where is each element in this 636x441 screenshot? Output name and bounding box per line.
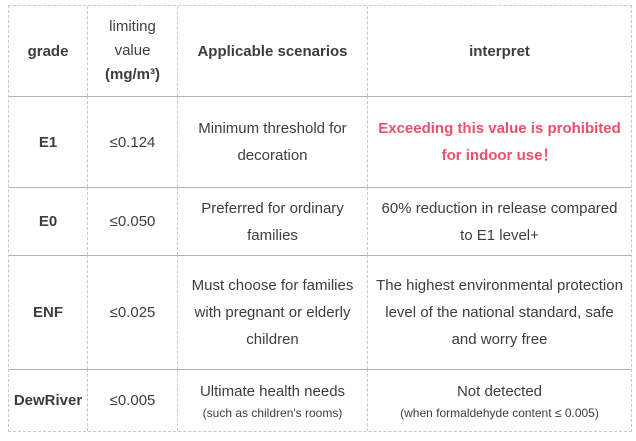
interpret-main-dewriver: Not detected — [456, 382, 543, 400]
header-grade-label: grade — [27, 42, 69, 60]
header-applicable-scenarios: Applicable scenarios — [177, 6, 367, 96]
header-limit-label: limiting value — [109, 18, 156, 59]
limit-cell-e0: ≤0.050 — [87, 187, 177, 255]
grade-cell-e1: E1 — [9, 96, 87, 187]
header-grade: grade — [9, 6, 87, 96]
table-row-e0: E0 ≤0.050 Preferred for ordinary familie… — [9, 187, 631, 255]
formaldehyde-grade-table: grade limiting value (mg/m³) Applicable … — [8, 5, 632, 432]
grade-cell-dewriver: DewRiver — [9, 369, 87, 431]
scenario-cell-enf: Must choose for families with pregnant o… — [177, 255, 367, 369]
header-interpret-label: interpret — [469, 42, 530, 60]
scenario-cell-e0: Preferred for ordinary families — [177, 187, 367, 255]
interpret-cell-enf: The highest environmental protection lev… — [367, 255, 631, 369]
scenario-cell-e1: Minimum threshold for decoration — [177, 96, 367, 187]
interpret-subnote-dewriver: (when formaldehyde content ≤ 0.005) — [400, 405, 599, 420]
grade-cell-enf: ENF — [9, 255, 87, 369]
limit-cell-enf: ≤0.025 — [87, 255, 177, 369]
limit-cell-dewriver: ≤0.005 — [87, 369, 177, 431]
header-interpret: interpret — [367, 6, 631, 96]
header-limit-unit: (mg/m³) — [105, 66, 160, 83]
table-row-enf: ENF ≤0.025 Must choose for families with… — [9, 255, 631, 369]
table-header-row: grade limiting value (mg/m³) Applicable … — [9, 6, 631, 96]
table-row-e1: E1 ≤0.124 Minimum threshold for decorati… — [9, 96, 631, 187]
interpret-cell-dewriver: Not detected (when formaldehyde content … — [367, 369, 631, 431]
header-scenarios-label: Applicable scenarios — [197, 42, 348, 60]
scenario-cell-dewriver: Ultimate health needs (such as children'… — [177, 369, 367, 431]
interpret-cell-e0: 60% reduction in release compared to E1 … — [367, 187, 631, 255]
scenario-subnote-dewriver: (such as children's rooms) — [202, 405, 343, 420]
grade-cell-e0: E0 — [9, 187, 87, 255]
header-limiting-value: limiting value (mg/m³) — [87, 6, 177, 96]
interpret-cell-e1: Exceeding this value is prohibited for i… — [367, 96, 631, 187]
limit-cell-e1: ≤0.124 — [87, 96, 177, 187]
scenario-main-dewriver: Ultimate health needs — [199, 382, 346, 400]
table-row-dewriver: DewRiver ≤0.005 Ultimate health needs (s… — [9, 369, 631, 431]
